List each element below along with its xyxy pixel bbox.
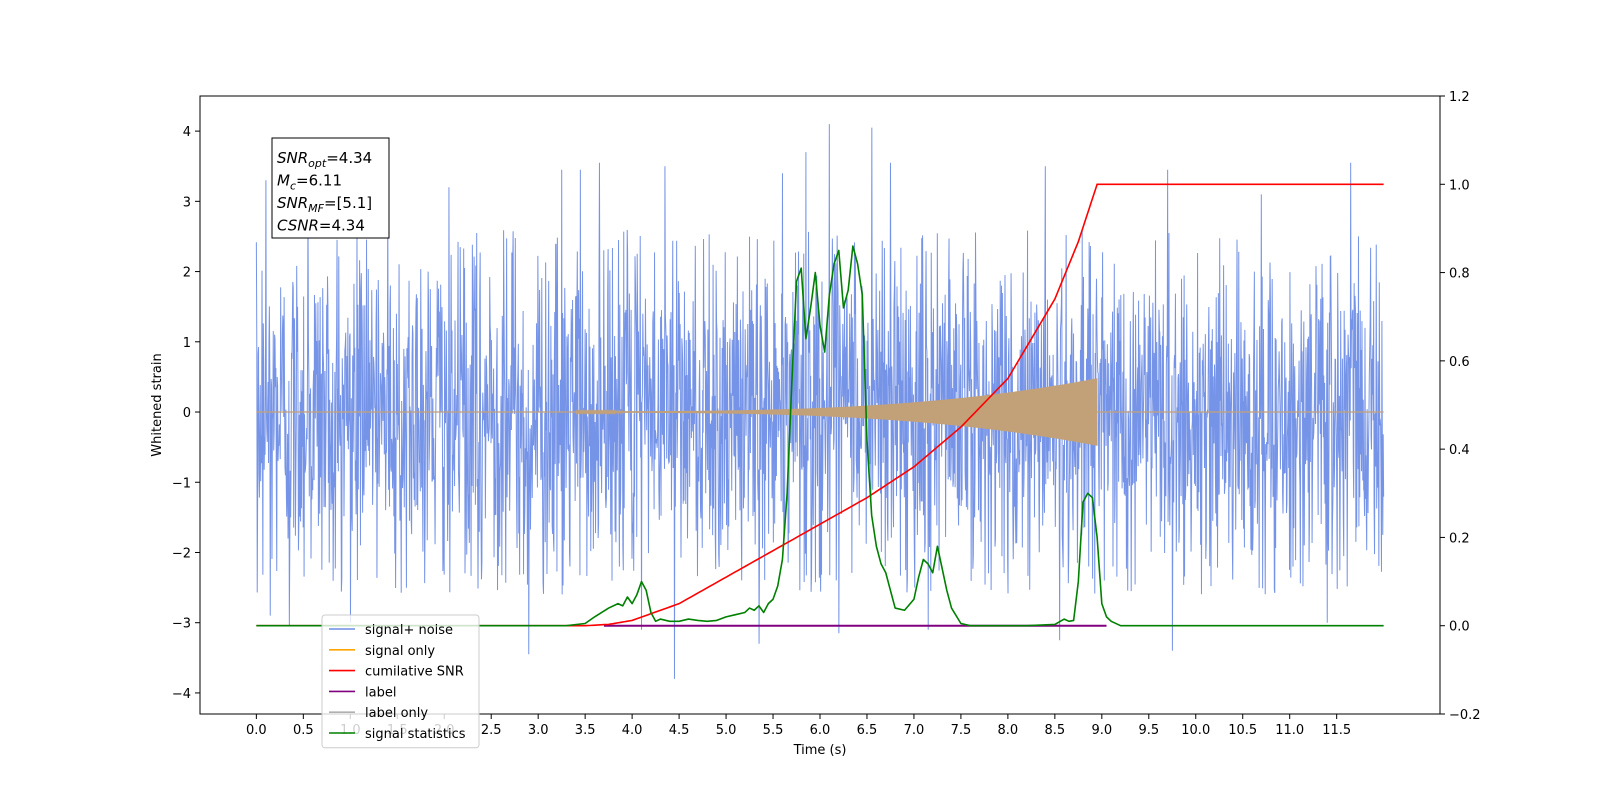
y-left-tick-label: 3 [183, 195, 191, 210]
x-tick-label: 8.5 [1045, 723, 1066, 738]
legend-entry: cumilative SNR [365, 665, 464, 680]
x-tick-label: 5.5 [763, 723, 784, 738]
x-tick-label: 10.5 [1228, 723, 1257, 738]
y-right-tick-label: 0.0 [1449, 620, 1470, 635]
series-signal-only [575, 378, 1098, 446]
y-axis-left: −4 −3 −2 −1 0 1 2 3 4 [172, 125, 200, 702]
x-tick-label: 5.0 [716, 723, 737, 738]
legend-entry: label only [365, 706, 428, 721]
annotation-line: SNRMF=[5.1] [277, 194, 372, 215]
x-tick-label: 9.0 [1091, 723, 1112, 738]
y-right-tick-label: 0.8 [1449, 267, 1470, 282]
annotation-subscript: MF [308, 202, 324, 215]
annotation-symbol: SNR [277, 149, 308, 167]
x-tick-label: 4.5 [669, 723, 690, 738]
annotation-line: Mc=6.11 [277, 172, 342, 193]
x-tick-label: 9.5 [1138, 723, 1159, 738]
y-right-tick-label: 1.0 [1449, 178, 1470, 193]
annotation-subscript: opt [308, 157, 327, 170]
x-tick-label: 0.5 [293, 723, 314, 738]
annotation-symbol: CSNR [277, 217, 319, 235]
x-axis-label: Time (s) [793, 743, 847, 758]
x-tick-label: 3.5 [575, 723, 596, 738]
y-left-tick-label: −3 [172, 617, 191, 632]
x-tick-label: 6.5 [857, 723, 878, 738]
annotation-frame [271, 137, 390, 239]
y-right-tick-label: 0.4 [1449, 443, 1470, 458]
x-tick-label: 2.5 [481, 723, 502, 738]
annotation-symbol: SNR [277, 194, 308, 212]
y-left-tick-label: −1 [172, 476, 191, 491]
plot-series [255, 124, 1385, 679]
y-left-tick-label: 4 [183, 125, 191, 140]
x-tick-label: 0.0 [246, 723, 267, 738]
series-signal-plus-noise [255, 124, 1385, 679]
series-cumulative-snr [256, 183, 1384, 627]
y-right-tick-label: 1.2 [1449, 90, 1470, 105]
y-left-tick-label: −2 [172, 546, 191, 561]
x-tick-label: 11.0 [1275, 723, 1304, 738]
x-tick-label: 7.0 [904, 723, 925, 738]
legend-entry: label [365, 685, 396, 700]
x-tick-label: 4.0 [622, 723, 643, 738]
y-left-tick-label: 2 [183, 266, 191, 281]
annotation-value: =4.34 [319, 217, 365, 235]
annotation-value: =[5.1] [324, 194, 372, 212]
y-axis-label-left: Whitened strain [150, 353, 165, 456]
y-left-tick-label: 1 [183, 336, 191, 351]
annotation-value: =6.11 [296, 172, 342, 190]
annotation-line: SNRopt=4.34 [277, 149, 372, 170]
y-axis-right: −0.2 0.0 0.2 0.4 0.6 0.8 1.0 1.2 [1440, 90, 1481, 723]
y-left-tick-label: −4 [172, 687, 191, 702]
legend-entry: signal only [365, 644, 435, 659]
annotation-value: =4.34 [326, 149, 372, 167]
x-tick-label: 8.0 [998, 723, 1019, 738]
x-tick-label: 3.0 [528, 723, 549, 738]
legend-entry: signal+ noise [365, 623, 453, 638]
y-right-tick-label: 0.2 [1449, 531, 1470, 546]
x-tick-label: 11.5 [1322, 723, 1351, 738]
x-tick-label: 6.0 [810, 723, 831, 738]
y-right-tick-label: −0.2 [1449, 708, 1481, 723]
series-signal-statistics [256, 245, 1384, 627]
legend: signal+ noise signal only cumilative SNR la… [321, 614, 480, 749]
y-left-tick-label: 0 [183, 406, 191, 421]
x-tick-label: 7.5 [951, 723, 972, 738]
y-right-tick-label: 0.6 [1449, 355, 1470, 370]
x-tick-label: 10.0 [1181, 723, 1210, 738]
annotation-subscript: c [290, 180, 296, 193]
annotation-line: CSNR=4.34 [277, 217, 365, 235]
annotation-symbol: M [277, 172, 290, 190]
legend-frame [321, 614, 480, 749]
legend-entry: signal statistics [365, 727, 466, 742]
